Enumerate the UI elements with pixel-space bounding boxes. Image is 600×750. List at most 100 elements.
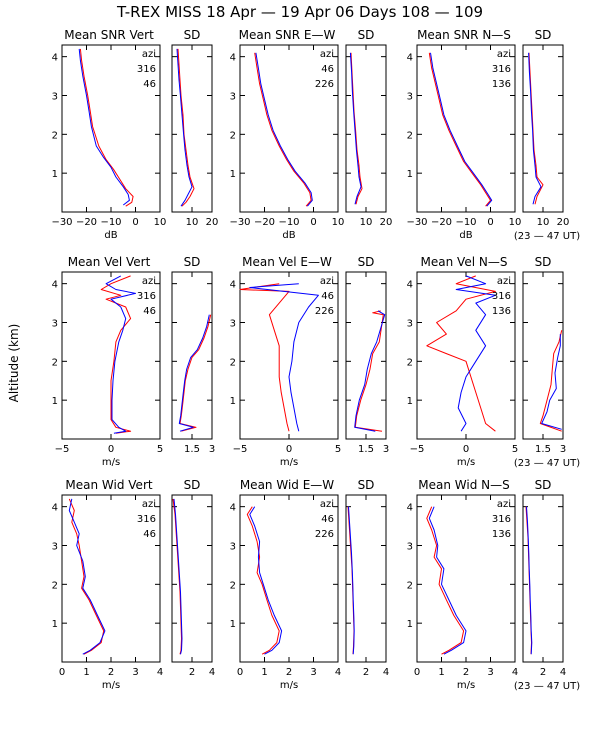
legend-header: azi bbox=[497, 499, 511, 510]
x-tick-label: 0 bbox=[132, 217, 138, 228]
plot-frame bbox=[345, 271, 387, 440]
legend-entry: 136 bbox=[492, 306, 511, 317]
panel-title: SD bbox=[358, 478, 375, 492]
x-tick-label: 10 bbox=[186, 217, 199, 228]
x-tick-label: 0 bbox=[286, 444, 292, 455]
x-tick-label: 3 bbox=[209, 444, 215, 455]
y-tick-label: 1 bbox=[407, 619, 413, 630]
y-tick-label: 2 bbox=[230, 580, 236, 591]
panel-title: Mean Vel Vert bbox=[68, 255, 151, 269]
series-line-red bbox=[179, 314, 212, 432]
legend-entry: 46 bbox=[321, 291, 334, 302]
series-line-blue bbox=[528, 52, 542, 205]
legend-entry: 316 bbox=[137, 64, 156, 75]
x-tick-label: 0 bbox=[59, 667, 65, 678]
x-axis-label: m/s bbox=[280, 457, 298, 468]
series-line-red bbox=[528, 52, 544, 205]
x-tick-label: −10 bbox=[455, 217, 476, 228]
series-line-red bbox=[177, 48, 195, 207]
y-tick-label: 2 bbox=[230, 130, 236, 141]
y-tick-label: 2 bbox=[230, 357, 236, 368]
plot-frame bbox=[171, 494, 213, 663]
panel-2-5: SD 2 4 (23 — 47 UT) bbox=[514, 478, 580, 692]
x-tick-label: −5 bbox=[410, 444, 425, 455]
x-tick-label: 0 bbox=[108, 444, 114, 455]
x-tick-label: 2 bbox=[463, 667, 469, 678]
legend-entry: 316 bbox=[492, 514, 511, 525]
y-tick-label: 2 bbox=[52, 357, 58, 368]
x-tick-label: −10 bbox=[278, 217, 299, 228]
legend-entry: 316 bbox=[492, 291, 511, 302]
panel-title: Mean Wid Vert bbox=[65, 478, 152, 492]
panel-0-3: SD 10 20 bbox=[345, 28, 393, 228]
series-line-red bbox=[79, 48, 134, 207]
series-line-blue bbox=[78, 48, 130, 206]
y-tick-label: 4 bbox=[230, 280, 236, 291]
x-axis-label: m/s bbox=[102, 457, 120, 468]
panel-2-3: SD 2 4 bbox=[345, 478, 389, 678]
y-tick-label: 4 bbox=[407, 53, 413, 64]
x-tick-label: 20 bbox=[380, 217, 393, 228]
y-tick-label: 3 bbox=[52, 91, 58, 102]
figure-y-axis-label: Altitude (km) bbox=[7, 324, 21, 403]
legend-entry: 226 bbox=[315, 306, 334, 317]
x-tick-label: 0 bbox=[463, 444, 469, 455]
series-line-red bbox=[525, 506, 532, 655]
panel-title: Mean Wid E—W bbox=[240, 478, 334, 492]
legend-entry: 316 bbox=[492, 64, 511, 75]
x-tick-label: 2 bbox=[363, 667, 369, 678]
y-tick-label: 1 bbox=[407, 396, 413, 407]
legend-entry: 316 bbox=[137, 291, 156, 302]
panel-1-5: SD 1.5 3 (23 — 47 UT) bbox=[514, 255, 580, 469]
panel-1-0: Mean Vel Vert 1 2 3 4 −5 0 5 m/s azi 316 46 bbox=[52, 255, 164, 468]
y-tick-label: 3 bbox=[52, 318, 58, 329]
x-tick-label: 5 bbox=[157, 444, 163, 455]
x-tick-label: 1.5 bbox=[184, 444, 200, 455]
series-line-blue bbox=[349, 52, 362, 205]
y-tick-label: 2 bbox=[407, 357, 413, 368]
series-line-red bbox=[254, 52, 312, 207]
series-line-blue bbox=[68, 498, 106, 655]
x-tick-label: 10 bbox=[509, 217, 522, 228]
panel-0-1: SD 10 20 bbox=[171, 28, 218, 228]
x-tick-label: 20 bbox=[557, 217, 570, 228]
x-tick-label: 10 bbox=[537, 217, 550, 228]
legend-entry: 46 bbox=[143, 529, 156, 540]
panel-title: Mean SNR N—S bbox=[417, 28, 511, 42]
y-tick-label: 4 bbox=[230, 53, 236, 64]
legend-header: azi bbox=[142, 276, 156, 287]
x-tick-label: 1.5 bbox=[358, 444, 374, 455]
series-line-blue bbox=[249, 283, 319, 432]
series-line-blue bbox=[430, 52, 493, 207]
panel-1-4: Mean Vel N—S 1 2 3 4 −5 0 5 m/s azi 316 136 bbox=[407, 255, 519, 468]
x-tick-label: −30 bbox=[51, 217, 72, 228]
x-tick-label: 0 bbox=[414, 667, 420, 678]
x-tick-label: −10 bbox=[100, 217, 121, 228]
panel-title: SD bbox=[535, 478, 552, 492]
panel-title: Mean Vel N—S bbox=[421, 255, 508, 269]
panel-title: Mean Wid N—S bbox=[418, 478, 509, 492]
y-tick-label: 3 bbox=[230, 541, 236, 552]
legend-entry: 46 bbox=[321, 64, 334, 75]
x-tick-label: 10 bbox=[360, 217, 373, 228]
panel-0-0: Mean SNR Vert 1 2 3 4 −30 −20 −10 0 10 dB azi 316 46 bbox=[51, 28, 166, 241]
series-line-red bbox=[350, 52, 363, 205]
y-tick-label: 1 bbox=[407, 169, 413, 180]
y-tick-label: 1 bbox=[52, 169, 58, 180]
series-line-blue bbox=[255, 52, 313, 207]
x-tick-label: 2 bbox=[286, 667, 292, 678]
panel-title: Mean SNR E—W bbox=[239, 28, 336, 42]
x-tick-label: 1 bbox=[438, 667, 444, 678]
y-tick-label: 1 bbox=[230, 169, 236, 180]
series-line-blue bbox=[173, 498, 183, 655]
x-tick-label: 2 bbox=[189, 667, 195, 678]
y-tick-label: 3 bbox=[230, 91, 236, 102]
legend-header: azi bbox=[320, 49, 334, 60]
x-tick-label: 0 bbox=[487, 217, 493, 228]
series-line-red bbox=[428, 52, 491, 207]
panel-title: SD bbox=[184, 478, 201, 492]
series-line-red bbox=[354, 310, 384, 432]
x-tick-label: 4 bbox=[335, 667, 341, 678]
y-tick-label: 4 bbox=[407, 503, 413, 514]
